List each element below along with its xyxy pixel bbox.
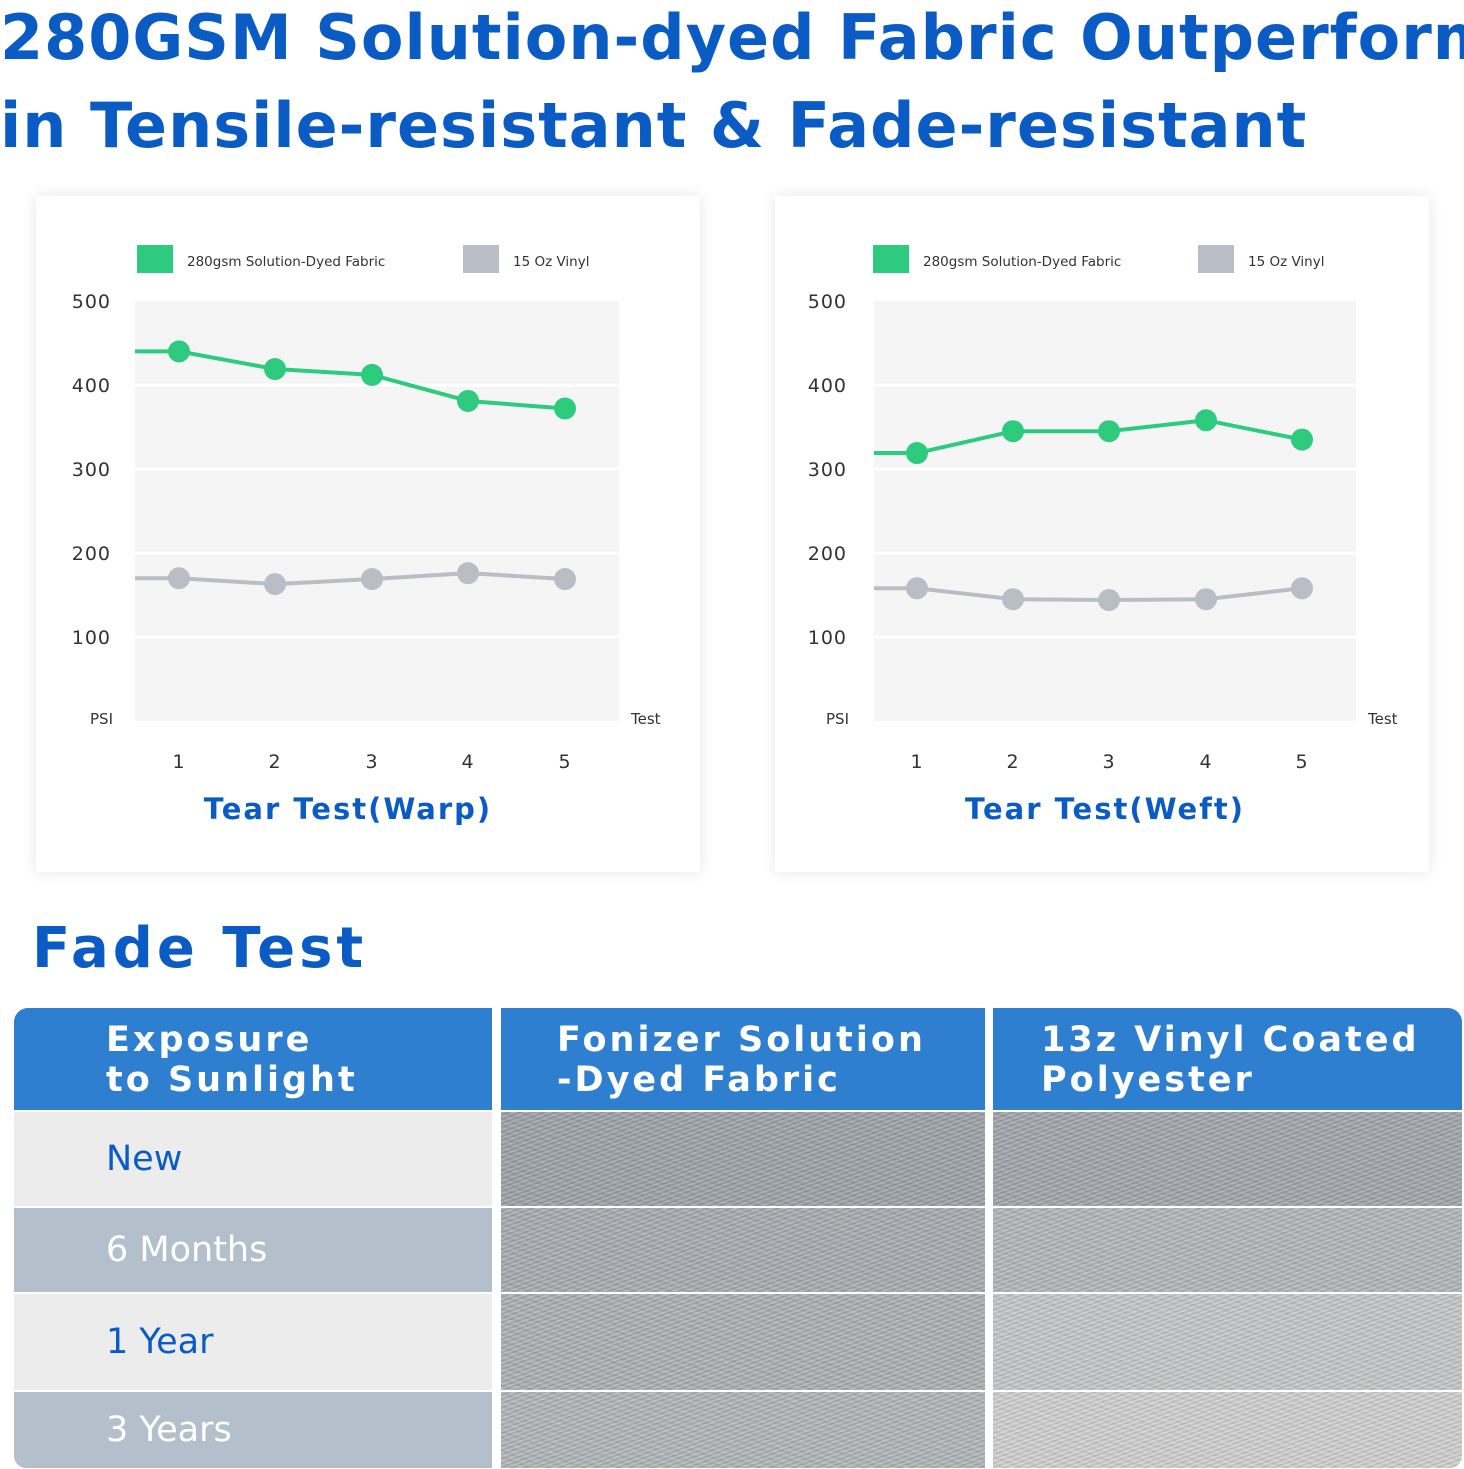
legend-swatch-0: [873, 245, 909, 273]
tear-test-warp-title: Tear Test(Warp): [203, 792, 493, 826]
plot-area: [874, 301, 1356, 721]
data-point-1-5: [1291, 577, 1313, 600]
x-tick-5: 5: [1295, 751, 1308, 773]
y-tick-200: 200: [808, 543, 847, 565]
y-tick-300: 300: [72, 459, 111, 481]
vinyl-swatch-new: [993, 1112, 1462, 1206]
x-tick-2: 2: [268, 751, 281, 773]
header-fonizer-line-2: -Dyed Fabric: [557, 1060, 841, 1100]
row-label-3-years: 3 Years: [14, 1392, 492, 1468]
fonizer-swatch-new: [501, 1112, 985, 1206]
x-axis-label: Test: [1367, 710, 1398, 728]
data-point-0-4: [457, 389, 479, 412]
data-point-0-1: [168, 340, 190, 363]
tear-test-weft-chart: 500 400 300 200 100 PSI Test 1 2 3 4 5 280gsm Soluti…: [808, 245, 1398, 773]
y-axis-label: PSI: [826, 710, 849, 728]
fade-test-table: Exposure to Sunlight Fonizer Solution -D…: [14, 1008, 1462, 1468]
data-point-1-3: [361, 568, 383, 591]
data-point-0-3: [361, 363, 383, 386]
data-point-1-3: [1098, 589, 1120, 612]
data-point-0-4: [1195, 409, 1217, 432]
data-point-1-2: [1002, 588, 1024, 611]
x-tick-4: 4: [1199, 751, 1212, 773]
legend-label-0: 280gsm Solution-Dyed Fabric: [187, 254, 385, 270]
tear-test-weft-title: Tear Test(Weft): [965, 792, 1245, 826]
data-point-0-3: [1098, 420, 1120, 443]
fonizer-swatch-1-year: [501, 1294, 985, 1390]
vinyl-swatch-1-year: [993, 1294, 1462, 1390]
y-tick-100: 100: [808, 627, 847, 649]
header-fonizer: Fonizer Solution -Dyed Fabric: [501, 1008, 985, 1110]
x-tick-1: 1: [910, 751, 923, 773]
headline-line-1: 280GSM Solution-dyed Fabric Outperform: [0, 1, 1464, 74]
legend-swatch-0: [137, 245, 173, 273]
header-exposure-line-2: to Sunlight: [106, 1060, 358, 1100]
tear-test-warp-card: 500 400 300 200 100 PSI Test 1 2 3 4 5 280gsm Soluti…: [36, 196, 700, 872]
x-axis-label: Test: [630, 710, 661, 728]
headline: 280GSM Solution-dyed Fabric Outperform i…: [0, 0, 1464, 170]
header-fonizer-line-1: Fonizer Solution: [557, 1020, 926, 1060]
legend-label-0: 280gsm Solution-Dyed Fabric: [923, 254, 1121, 270]
data-point-0-2: [264, 358, 286, 381]
vinyl-swatch-6-months: [993, 1208, 1462, 1292]
y-axis-label: PSI: [90, 710, 113, 728]
x-tick-2: 2: [1006, 751, 1019, 773]
data-point-0-2: [1002, 420, 1024, 443]
data-point-1-2: [264, 573, 286, 596]
header-vinyl-line-2: Polyester: [1041, 1060, 1255, 1100]
legend-swatch-1: [1198, 245, 1234, 273]
data-point-1-4: [1195, 588, 1217, 611]
row-label-6-months: 6 Months: [14, 1208, 492, 1292]
data-point-0-5: [554, 397, 576, 420]
y-tick-500: 500: [808, 291, 847, 313]
vinyl-swatch-3-years: [993, 1392, 1462, 1468]
tear-test-weft-card: 500 400 300 200 100 PSI Test 1 2 3 4 5 280gsm Soluti…: [775, 196, 1429, 872]
y-tick-100: 100: [72, 627, 111, 649]
y-tick-500: 500: [72, 291, 111, 313]
y-tick-400: 400: [72, 375, 111, 397]
data-point-1-1: [906, 577, 928, 600]
data-point-0-1: [906, 442, 928, 465]
x-tick-3: 3: [1102, 751, 1115, 773]
row-label-1-year: 1 Year: [14, 1294, 492, 1390]
y-tick-200: 200: [72, 543, 111, 565]
y-tick-300: 300: [808, 459, 847, 481]
data-point-1-1: [168, 567, 190, 590]
header-exposure-line-1: Exposure: [106, 1020, 313, 1060]
plot-area: [135, 301, 619, 721]
x-tick-3: 3: [365, 751, 378, 773]
legend-label-1: 15 Oz Vinyl: [1248, 254, 1324, 270]
header-vinyl: 13z Vinyl Coated Polyester: [993, 1008, 1462, 1110]
fonizer-swatch-6-months: [501, 1208, 985, 1292]
x-tick-4: 4: [461, 751, 474, 773]
tear-test-warp-chart: 500 400 300 200 100 PSI Test 1 2 3 4 5 280gsm Soluti…: [72, 245, 661, 773]
x-tick-5: 5: [558, 751, 571, 773]
fonizer-swatch-3-years: [501, 1392, 985, 1468]
headline-line-2: in Tensile-resistant & Fade-resistant: [0, 89, 1308, 162]
header-exposure: Exposure to Sunlight: [14, 1008, 492, 1110]
y-tick-400: 400: [808, 375, 847, 397]
legend-swatch-1: [463, 245, 499, 273]
legend-label-1: 15 Oz Vinyl: [513, 254, 589, 270]
header-vinyl-line-1: 13z Vinyl Coated: [1041, 1020, 1420, 1060]
fade-test-heading: Fade Test: [32, 916, 368, 981]
data-point-1-5: [554, 568, 576, 591]
data-point-1-4: [457, 562, 479, 585]
x-tick-1: 1: [172, 751, 185, 773]
row-label-new: New: [14, 1112, 492, 1206]
data-point-0-5: [1291, 428, 1313, 451]
